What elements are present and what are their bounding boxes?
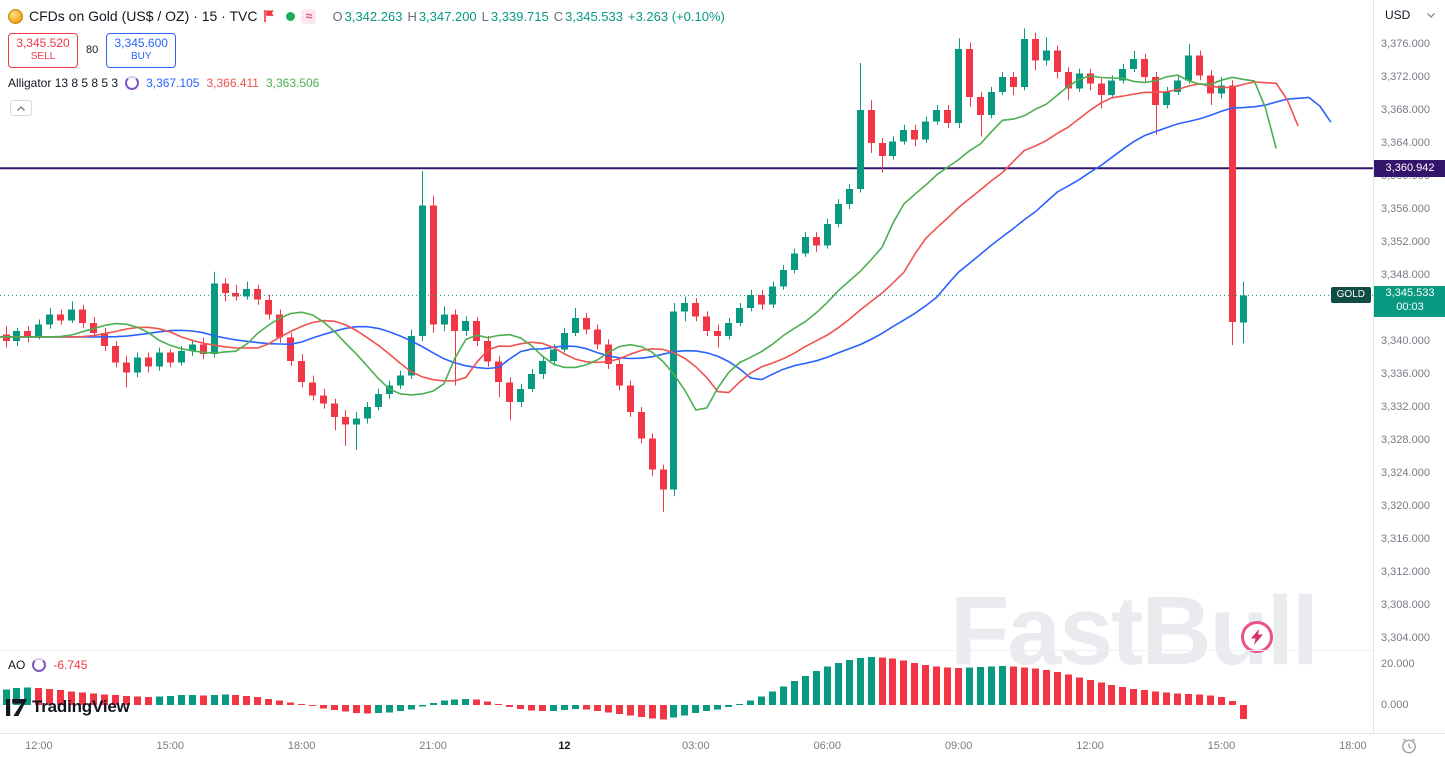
price-tick-label: 3,368.000 xyxy=(1381,104,1430,116)
ao-value: -6.745 xyxy=(53,658,88,672)
level-price-badge: 3,360.942 xyxy=(1374,159,1445,177)
time-axis-label: 18:00 xyxy=(287,740,316,752)
buy-label: BUY xyxy=(130,51,152,62)
low-label: L xyxy=(481,8,489,24)
fastbull-watermark: FastBull xyxy=(950,582,1319,679)
tradingview-logo-icon xyxy=(6,698,27,716)
time-axis-label: 21:00 xyxy=(419,740,447,752)
ao-legend: AO -6.745 xyxy=(8,658,87,672)
chart-canvas[interactable] xyxy=(0,0,1373,733)
high-value: 3,347.200 xyxy=(418,8,477,24)
close-value: 3,345.533 xyxy=(565,8,623,24)
change-value: +3.263 (+0.10%) xyxy=(627,8,725,24)
sell-label: SELL xyxy=(30,51,56,62)
sell-price: 3,345.520 xyxy=(16,36,70,50)
ao-tick-label: 0.000 xyxy=(1381,699,1409,711)
time-axis-label: 06:00 xyxy=(813,740,842,752)
price-tick-label: 3,372.000 xyxy=(1381,71,1430,83)
time-axis-label: 18:00 xyxy=(1339,740,1367,752)
trade-widget: 3,345.520 SELL 80 3,345.600 BUY xyxy=(8,33,177,68)
price-tick-label: 3,352.000 xyxy=(1381,236,1430,248)
wave-icon: ≈ xyxy=(301,8,317,24)
price-tick-label: 3,328.000 xyxy=(1381,434,1430,446)
price-tick-label: 3,348.000 xyxy=(1381,269,1430,281)
countdown-timer: 00:03 xyxy=(1396,301,1424,314)
ao-tick-label: 20.000 xyxy=(1381,658,1415,670)
collapse-legend-button[interactable] xyxy=(10,100,32,116)
symbol-title: CFDs on Gold (US$ / OZ) · 15 · TVC xyxy=(29,8,258,24)
clock-icon[interactable] xyxy=(1400,737,1418,755)
alligator-jaw-value: 3,367.105 xyxy=(146,76,200,90)
open-value: 3,342.263 xyxy=(344,8,403,24)
current-price-badge: 3,345.533 00:03 xyxy=(1374,286,1445,317)
loader-icon xyxy=(32,658,47,672)
price-tick-label: 3,332.000 xyxy=(1381,401,1430,413)
currency-label: USD xyxy=(1385,8,1411,22)
fastbull-logo-icon xyxy=(1241,621,1273,653)
alligator-legend: Alligator 13 8 5 8 5 3 3,367.105 3,366.4… xyxy=(8,76,319,90)
time-axis-label: 12:00 xyxy=(25,740,53,752)
price-tick-label: 3,308.000 xyxy=(1381,599,1430,611)
flag-icon[interactable] xyxy=(263,9,276,23)
time-axis-label: 09:00 xyxy=(944,740,973,752)
price-tick-label: 3,336.000 xyxy=(1381,368,1430,380)
tradingview-logo[interactable]: TradingView xyxy=(6,697,130,717)
price-tick-label: 3,340.000 xyxy=(1381,335,1430,347)
time-axis-label: 03:00 xyxy=(682,740,710,752)
price-tick-label: 3,312.000 xyxy=(1381,566,1430,578)
alligator-lips-value: 3,363.506 xyxy=(265,76,320,90)
loader-icon xyxy=(125,76,140,90)
time-axis-label: 12:00 xyxy=(1076,740,1104,752)
symbol-price-tag: GOLD xyxy=(1330,287,1371,304)
time-axis[interactable]: 12:00 15:00 18:00 21:00 12 03:00 06:00 09:00 12:… xyxy=(0,733,1445,757)
price-tick-label: 3,316.000 xyxy=(1381,533,1430,545)
market-status-dot-icon xyxy=(286,11,296,21)
spread-value: 80 xyxy=(86,44,99,57)
ao-title: AO xyxy=(8,658,26,672)
open-label: O xyxy=(332,8,343,24)
chevron-down-icon xyxy=(1427,12,1435,18)
price-tick-label: 3,324.000 xyxy=(1381,467,1430,479)
time-axis-label: 15:00 xyxy=(156,740,185,752)
buy-price: 3,345.600 xyxy=(114,36,168,50)
price-tick-label: 3,364.000 xyxy=(1381,137,1430,149)
high-label: H xyxy=(407,8,417,24)
price-tick-label: 3,304.000 xyxy=(1381,632,1430,644)
alligator-title: Alligator 13 8 5 8 5 3 xyxy=(8,76,119,90)
current-price-value: 3,345.533 xyxy=(1385,287,1435,300)
price-axis[interactable]: USD 3,360.942 3,345.533 00:03 3,376.000 3… xyxy=(1373,0,1445,733)
low-value: 3,339.715 xyxy=(490,8,549,24)
buy-button[interactable]: 3,345.600 BUY xyxy=(106,33,177,68)
time-axis-label: 12 xyxy=(558,740,571,752)
price-tick-label: 3,376.000 xyxy=(1381,38,1430,50)
symbol-legend: CFDs on Gold (US$ / OZ) · 15 · TVC ≈ O 3,… xyxy=(8,8,725,24)
sell-button[interactable]: 3,345.520 SELL xyxy=(8,33,78,68)
close-label: C xyxy=(553,8,564,24)
ohlc-readout: O 3,342.263 H 3,347.200 L 3,339.715 C 3,345.… xyxy=(332,9,724,24)
chart-pane: FastBull CFDs on Gold (US$ / OZ) · 15 · … xyxy=(0,0,1373,733)
tradingview-logo-text: TradingView xyxy=(32,697,130,716)
price-tick-label: 3,320.000 xyxy=(1381,500,1430,512)
price-tick-label: 3,356.000 xyxy=(1381,203,1430,215)
currency-selector[interactable]: USD xyxy=(1385,8,1435,22)
time-axis-label: 15:00 xyxy=(1207,740,1236,752)
alligator-teeth-value: 3,366.411 xyxy=(206,76,259,90)
gold-symbol-icon xyxy=(8,8,23,24)
